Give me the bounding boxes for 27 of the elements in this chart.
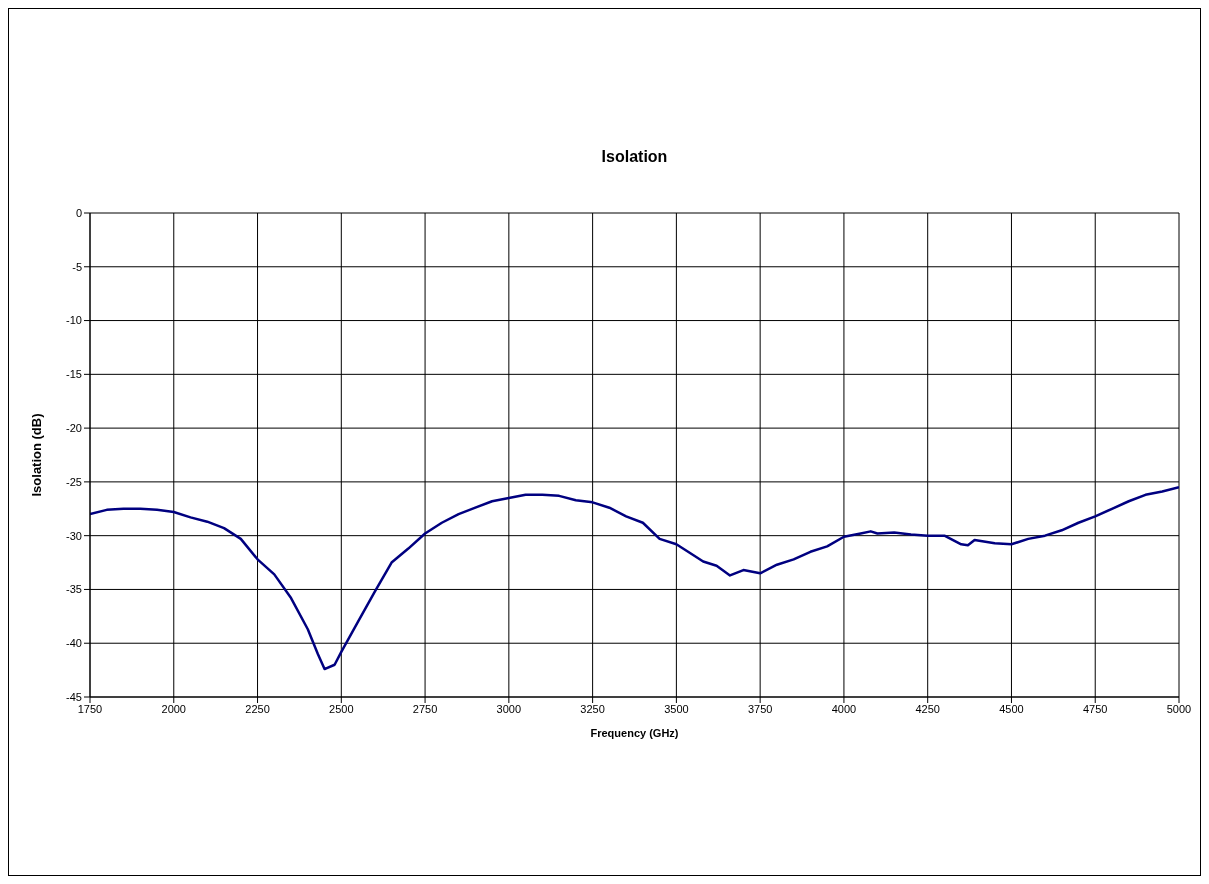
x-tick-label: 2750 bbox=[412, 702, 438, 715]
x-tick-label: 1750 bbox=[77, 702, 103, 715]
y-tick-label: 0 bbox=[75, 206, 82, 219]
y-tick-label: -30 bbox=[66, 529, 82, 542]
x-tick-label: 4500 bbox=[999, 702, 1024, 715]
chart-title: Isolation bbox=[600, 148, 669, 166]
y-tick-label: -15 bbox=[66, 368, 82, 381]
x-tick-label: 2000 bbox=[161, 702, 187, 715]
x-tick-label: 3250 bbox=[580, 702, 605, 715]
x-tick-label: 5000 bbox=[1166, 702, 1192, 715]
x-axis-title: Frequency (GHz) bbox=[590, 726, 679, 739]
x-tick-label: 4750 bbox=[1082, 702, 1108, 715]
y-tick-label: -20 bbox=[66, 422, 82, 435]
x-tick-label: 4250 bbox=[915, 702, 940, 715]
x-tick-label: 3500 bbox=[664, 702, 689, 715]
y-tick-label: -40 bbox=[66, 637, 82, 650]
x-tick-label: 3000 bbox=[496, 702, 522, 715]
y-tick-label: -35 bbox=[66, 583, 82, 596]
y-tick-label: -10 bbox=[66, 314, 82, 327]
x-tick-label: 4000 bbox=[831, 702, 857, 715]
x-tick-label: 2500 bbox=[329, 702, 354, 715]
x-tick-label: 2250 bbox=[245, 702, 270, 715]
y-tick-label: -45 bbox=[66, 690, 82, 703]
x-tick-label: 3750 bbox=[747, 702, 773, 715]
y-axis-title: Isolation (dB) bbox=[28, 413, 44, 497]
y-tick-label: -25 bbox=[66, 475, 82, 488]
y-tick-label: -5 bbox=[72, 260, 82, 273]
